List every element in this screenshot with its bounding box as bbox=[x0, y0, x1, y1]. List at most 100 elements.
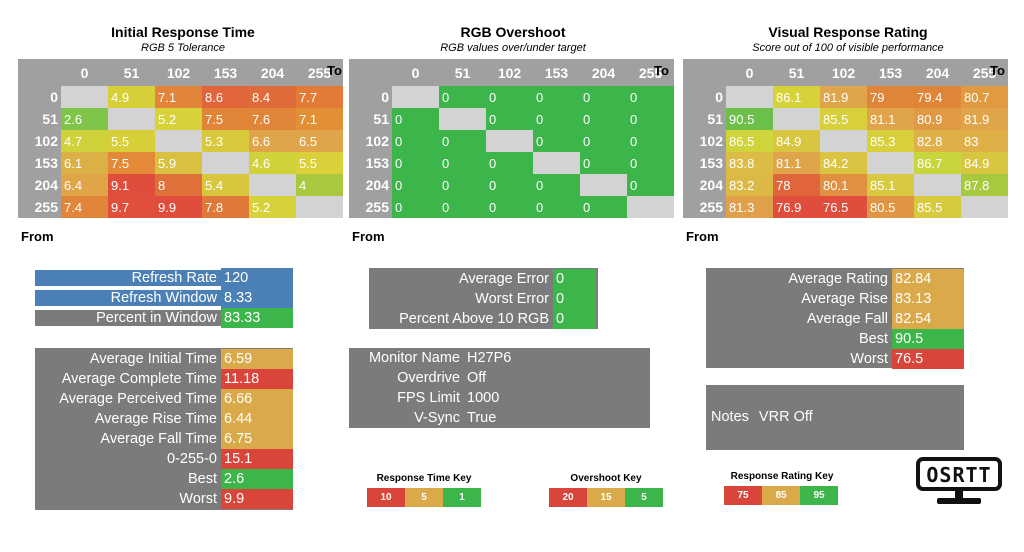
heatmap-cell: 82.8 bbox=[914, 130, 961, 152]
heatmap-cell: 85.1 bbox=[867, 174, 914, 196]
heatmap-cell: 7.8 bbox=[202, 196, 249, 218]
stat-row: Overdrive Off bbox=[349, 368, 650, 388]
heatmap-cell: 85.5 bbox=[914, 196, 961, 218]
heatmap-cell: 0 bbox=[439, 130, 486, 152]
heatmap-cell: 81.1 bbox=[773, 152, 820, 174]
stat-label: Percent Above 10 RGB bbox=[399, 311, 549, 327]
column-header: 51 bbox=[108, 59, 155, 86]
column-header: 255 bbox=[627, 59, 674, 86]
stat-label: Overdrive bbox=[397, 370, 460, 386]
heatmap-cell: 5.4 bbox=[202, 174, 249, 196]
heatmap-cell bbox=[296, 196, 343, 218]
heatmap-cell: 7.1 bbox=[296, 108, 343, 130]
stat-row: Average Complete Time 11.18 bbox=[35, 369, 293, 389]
heatmap-cell: 84.9 bbox=[773, 130, 820, 152]
column-header: 204 bbox=[580, 59, 627, 86]
stat-value: 90.5 bbox=[892, 329, 964, 349]
to-axis-label: To bbox=[327, 63, 342, 78]
stat-label: V-Sync bbox=[414, 410, 460, 426]
stat-value: 0 bbox=[553, 309, 596, 329]
stat-label: Average Fall Time bbox=[100, 431, 217, 447]
column-header: 0 bbox=[61, 59, 108, 86]
from-axis-label: From bbox=[21, 229, 54, 244]
heatmap-cell: 0 bbox=[392, 174, 439, 196]
stat-value: 15.1 bbox=[221, 449, 293, 469]
column-header: 102 bbox=[820, 59, 867, 86]
key-cell: 95 bbox=[800, 486, 838, 505]
heatmap-cell: 85.3 bbox=[867, 130, 914, 152]
overshoot-title: RGB Overshoot bbox=[460, 24, 566, 40]
row-header: 102 bbox=[349, 130, 392, 152]
heatmap-cell: 83 bbox=[961, 130, 1008, 152]
heatmap-cell: 8 bbox=[155, 174, 202, 196]
heatmap-cell: 9.7 bbox=[108, 196, 155, 218]
response-rating-key: Response Rating Key 75 85 95 bbox=[724, 471, 840, 505]
rating-stats-box: Average Rating 82.84 Average Rise 83.13 Aver… bbox=[706, 268, 964, 369]
row-header: 51 bbox=[683, 108, 726, 130]
stat-label: Monitor Name bbox=[368, 350, 460, 366]
stat-label: Average Perceived Time bbox=[59, 391, 217, 407]
stat-value: 0 bbox=[553, 289, 596, 309]
stat-label: FPS Limit bbox=[397, 390, 460, 406]
heatmap-cell: 8.4 bbox=[249, 86, 296, 108]
heatmap-cell: 6.6 bbox=[249, 130, 296, 152]
column-header: 102 bbox=[155, 59, 202, 86]
row-header: 255 bbox=[349, 196, 392, 218]
heatmap-cell: 0 bbox=[486, 86, 533, 108]
heatmap-cell bbox=[726, 86, 773, 108]
heatmap-cell: 86.5 bbox=[726, 130, 773, 152]
heatmap-cell: 7.5 bbox=[202, 108, 249, 130]
stat-value: 76.5 bbox=[892, 349, 964, 369]
stat-row: Worst 76.5 bbox=[706, 349, 964, 369]
refresh-window-row: Refresh Window 8.33 bbox=[35, 288, 293, 308]
notes-box: Notes VRR Off bbox=[706, 385, 964, 450]
response-stats-box: Average Initial Time 6.59 Average Complete… bbox=[35, 348, 293, 510]
heatmap-cell: 81.9 bbox=[820, 86, 867, 108]
heatmap-cell: 0 bbox=[486, 108, 533, 130]
heatmap-cell: 0 bbox=[533, 108, 580, 130]
key-cell: 85 bbox=[762, 486, 800, 505]
key-title: Response Rating Key bbox=[730, 471, 834, 482]
row-header: 204 bbox=[349, 174, 392, 196]
monitor-info-box: Monitor Name H27P6 Overdrive Off FPS Limit 10… bbox=[349, 348, 650, 428]
heatmap-cell: 79 bbox=[867, 86, 914, 108]
column-header: 0 bbox=[392, 59, 439, 86]
column-header: 153 bbox=[867, 59, 914, 86]
overshoot-heatmap: 0 51 102 153 204 255 0 0 0 0 0 0 51 0 0 0 0 0 102 0 0 0 0 0 153 0… bbox=[349, 59, 677, 221]
heatmap-cell: 7.6 bbox=[249, 108, 296, 130]
stat-value: 6.59 bbox=[221, 349, 293, 369]
heatmap-cell: 7.5 bbox=[108, 152, 155, 174]
heatmap-cell: 4.6 bbox=[249, 152, 296, 174]
stat-label: Average Initial Time bbox=[89, 351, 217, 367]
stat-row: Average Fall 82.54 bbox=[706, 309, 964, 329]
heatmap-cell: 5.2 bbox=[155, 108, 202, 130]
logo-text: OSRTT bbox=[926, 463, 992, 487]
heatmap-cell: 6.4 bbox=[61, 174, 108, 196]
column-header: 153 bbox=[202, 59, 249, 86]
row-header: 255 bbox=[683, 196, 726, 218]
column-header: 255 bbox=[296, 59, 343, 86]
heatmap-cell: 7.7 bbox=[296, 86, 343, 108]
stat-value: 0 bbox=[553, 269, 596, 289]
heatmap-corner bbox=[683, 59, 726, 86]
stat-value: 6.44 bbox=[221, 409, 293, 429]
heatmap-cell: 80.9 bbox=[914, 108, 961, 130]
row-header: 153 bbox=[683, 152, 726, 174]
heatmap-cell bbox=[533, 152, 580, 174]
stat-label: Average Rise bbox=[801, 291, 888, 307]
heatmap-cell bbox=[580, 174, 627, 196]
osrtt-logo: OSRTT bbox=[915, 456, 1003, 508]
heatmap-cell bbox=[627, 196, 674, 218]
overshoot-key: Overshoot Key 20 15 5 bbox=[549, 473, 663, 507]
rating-subtitle: Score out of 100 of visible performance bbox=[752, 42, 944, 54]
row-header: 51 bbox=[349, 108, 392, 130]
heatmap-cell bbox=[914, 174, 961, 196]
heatmap-cell bbox=[486, 130, 533, 152]
heatmap-cell: 6.1 bbox=[61, 152, 108, 174]
key-cell: 20 bbox=[549, 488, 587, 507]
heatmap-cell bbox=[392, 86, 439, 108]
column-header: 153 bbox=[533, 59, 580, 86]
heatmap-corner bbox=[18, 59, 61, 86]
stat-label: Worst Error bbox=[475, 291, 549, 307]
overshoot-stats-box: Average Error 0 Worst Error 0 Percent Above … bbox=[369, 268, 598, 329]
